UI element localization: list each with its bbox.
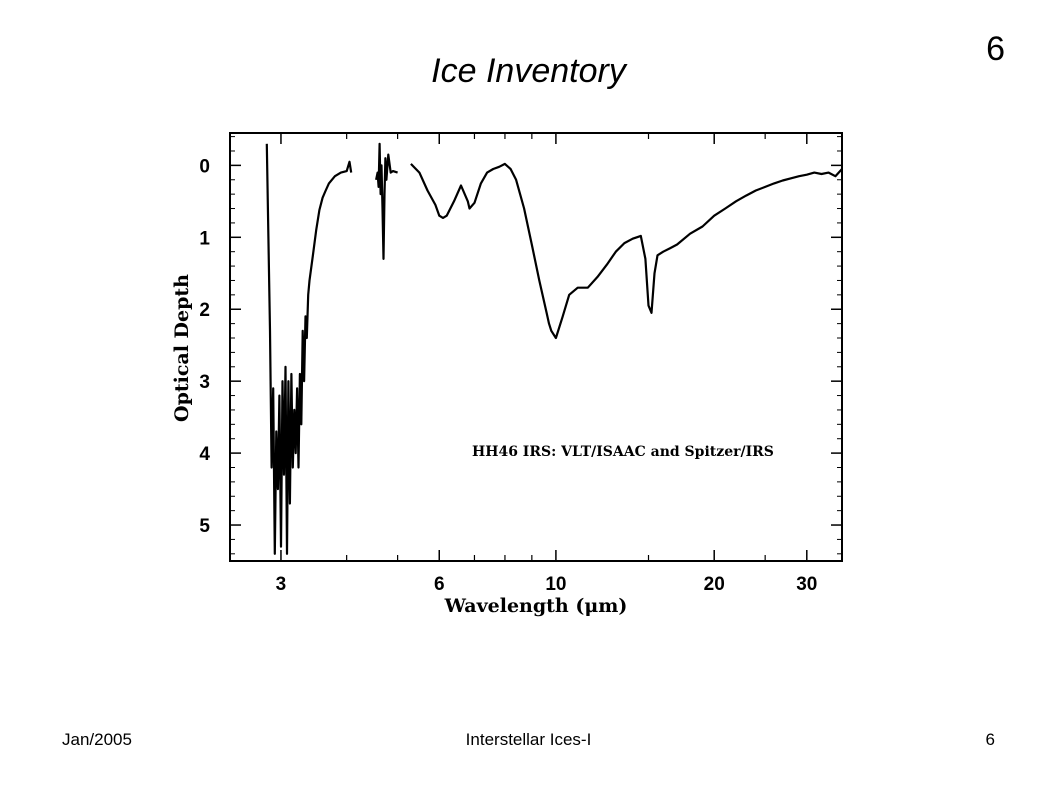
y-tick-labels: 0 1 2 3 4 5: [199, 156, 210, 537]
y-axis-title: Optical Depth: [171, 274, 193, 422]
spectrum-line: [375, 142, 398, 260]
spectrum-line: [410, 162, 843, 340]
spectrum-annotation: HH46 IRS: VLT/ISAAC and Spitzer/IRS: [472, 444, 774, 460]
x-tick-label: 6: [434, 574, 445, 595]
x-tick-label: 20: [704, 574, 725, 595]
x-tick-label: 3: [276, 574, 287, 595]
footer-title: Interstellar Ices-I: [465, 730, 592, 749]
corner-slide-number: 6: [986, 30, 1005, 68]
axis-ticks: [230, 133, 843, 561]
spectrum-lines: [265, 142, 843, 555]
footer-page-number: 6: [985, 730, 995, 749]
x-tick-label: 30: [796, 574, 817, 595]
y-tick-label: 3: [199, 372, 210, 393]
y-tick-label: 4: [199, 444, 210, 465]
y-tick-label: 2: [199, 300, 210, 321]
slide-title: Ice Inventory: [431, 52, 626, 90]
x-tick-label: 10: [545, 574, 566, 595]
y-tick-label: 5: [199, 516, 210, 537]
y-tick-label: 0: [199, 156, 210, 177]
x-axis-title: Wavelength (μm): [444, 595, 628, 617]
y-tick-label: 1: [199, 228, 210, 249]
plot-frame: [229, 132, 843, 562]
x-tick-labels: 3 6 10 20 30: [276, 574, 818, 595]
spectrum-line: [265, 143, 353, 555]
footer-date: Jan/2005: [62, 730, 132, 749]
